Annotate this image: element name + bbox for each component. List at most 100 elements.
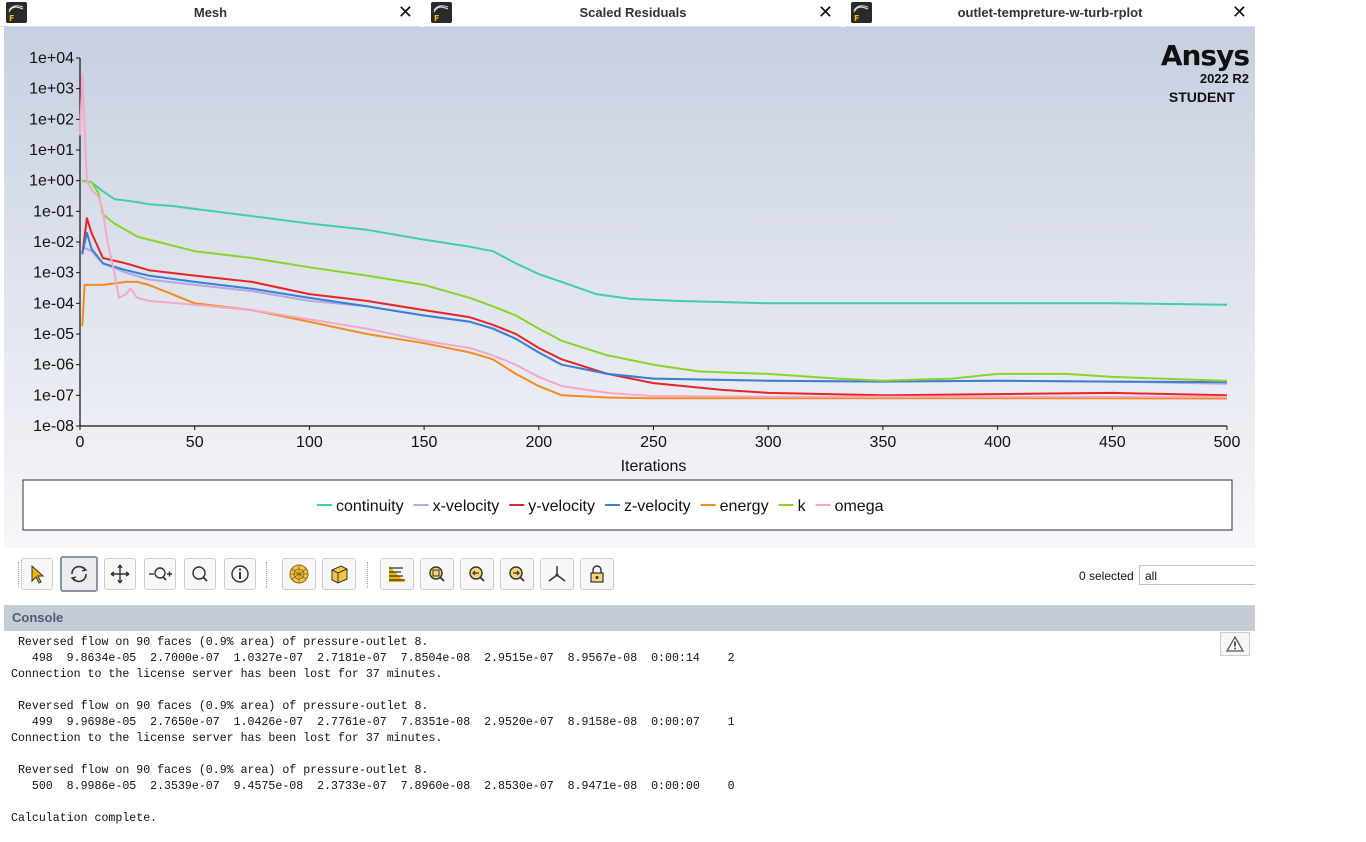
warning-button[interactable] <box>1220 632 1250 656</box>
y-tick-label: 1e-04 <box>33 295 74 312</box>
toolbar-separator <box>266 562 270 588</box>
y-tick-label: 1e-02 <box>33 234 74 251</box>
stripes-button[interactable] <box>380 558 414 590</box>
legend-box <box>22 479 1233 531</box>
y-tick-label: 1e+00 <box>29 173 74 190</box>
legend-label-x-velocity: x-velocity <box>433 498 500 515</box>
y-tick-label: 1e-05 <box>33 326 74 343</box>
console-output[interactable]: Reversed flow on 90 faces (0.9% area) of… <box>4 631 1255 842</box>
x-axis-label: Iterations <box>621 458 687 475</box>
console-title: Console <box>12 610 64 625</box>
tab-label: Mesh <box>193 5 228 20</box>
ansys-logo: Ansys 2022 R2 STUDENT <box>1160 39 1250 108</box>
toolbar-separator <box>18 562 22 588</box>
rotate-icon <box>70 565 88 583</box>
fluent-app-icon <box>851 2 872 23</box>
residuals-plot-area[interactable]: 1e+04 1e+03 1e+02 1e+01 1e+00 1e-01 1e-02 1e-03… <box>4 27 1255 548</box>
x-tick-label: 450 <box>1099 434 1126 451</box>
pan-button[interactable] <box>104 558 136 590</box>
series-line-omega <box>79 73 1228 398</box>
x-tick-label: 500 <box>1214 434 1241 451</box>
x-tick-label: 150 <box>411 434 438 451</box>
tab-scaled-residuals[interactable]: Scaled Residuals ✕ <box>425 0 841 27</box>
tab-bar: Mesh ✕ Scaled Residuals ✕ outlet-tempret… <box>0 0 1255 27</box>
x-tick-label: 0 <box>76 434 85 451</box>
lock-view-icon <box>590 565 604 583</box>
graphics-toolbar: 0 selected all <box>0 552 1255 598</box>
zoom-box-button[interactable] <box>144 558 176 590</box>
info-icon <box>231 565 249 583</box>
display-box-button[interactable] <box>322 558 356 590</box>
legend-label-continuity: continuity <box>336 498 404 515</box>
x-tick-label: 50 <box>186 434 204 451</box>
series-line-k <box>82 179 1228 382</box>
series-line-y-velocity <box>81 217 1228 397</box>
console-line: Reversed flow on 90 faces (0.9% area) of… <box>11 700 429 713</box>
x-tick-label: 350 <box>870 434 897 451</box>
x-tick-label: 400 <box>984 434 1011 451</box>
selected-count: 0 selected <box>1079 569 1134 583</box>
stripes-icon <box>389 566 405 582</box>
y-tick-label: 1e-07 <box>33 387 74 404</box>
brand-edition: STUDENT <box>1168 89 1235 105</box>
pointer-button[interactable] <box>21 558 53 590</box>
console-line: Reversed flow on 90 faces (0.9% area) of… <box>11 636 429 649</box>
legend-label-energy: energy <box>720 498 769 515</box>
y-tick-label: 1e-03 <box>33 265 74 282</box>
y-tick-label: 1e+02 <box>29 111 74 128</box>
y-tick-label: 1e-08 <box>33 418 74 435</box>
info-button[interactable] <box>224 558 256 590</box>
close-icon[interactable]: ✕ <box>1231 2 1247 23</box>
lock-view-button[interactable] <box>580 558 614 590</box>
console-line: Connection to the license server has bee… <box>11 668 443 681</box>
fluent-app-icon <box>431 2 452 23</box>
y-tick-label: 1e+01 <box>29 142 74 159</box>
y-tick-label: 1e-01 <box>33 203 74 220</box>
selection-filter-input[interactable]: all <box>1139 565 1255 585</box>
x-tick-label: 100 <box>296 434 323 451</box>
console-line: 500 8.9986e-05 2.3539e-07 9.4575e-08 2.3… <box>11 780 735 793</box>
console-line: 499 9.9698e-05 2.7650e-07 1.0426e-07 2.7… <box>11 716 735 729</box>
zoom-previous-button[interactable] <box>460 558 494 590</box>
brand-version: 2022 R2 <box>1199 71 1249 86</box>
legend-label-z-velocity: z-velocity <box>624 498 691 515</box>
pointer-icon <box>31 564 45 584</box>
console-line: Calculation complete. <box>11 812 158 825</box>
series-line-energy <box>81 280 1228 400</box>
close-icon[interactable]: ✕ <box>397 2 413 23</box>
axes-icon <box>548 566 566 582</box>
series-line-x-velocity <box>81 245 1228 385</box>
zoom-button[interactable] <box>184 558 216 590</box>
legend-label-y-velocity: y-velocity <box>528 498 595 515</box>
zoom-next-button[interactable] <box>500 558 534 590</box>
x-tick-label: 250 <box>640 434 667 451</box>
close-icon[interactable]: ✕ <box>817 2 833 23</box>
axes-button[interactable] <box>540 558 574 590</box>
mesh-display-button[interactable] <box>282 558 316 590</box>
zoom-box-icon <box>149 567 172 581</box>
y-tick-label: 1e+04 <box>29 50 74 67</box>
fit-zoom-button[interactable] <box>420 558 454 590</box>
console-header: Console <box>4 605 1255 631</box>
y-tick-label: 1e-06 <box>33 357 74 374</box>
pan-icon <box>110 564 130 584</box>
rotate-button[interactable] <box>60 556 98 592</box>
residuals-chart[interactable]: 1e+04 1e+03 1e+02 1e+01 1e+00 1e-01 1e-02 1e-03… <box>4 27 1255 548</box>
zoom-previous-icon <box>469 566 485 582</box>
brand-name: Ansys <box>1160 39 1250 72</box>
series-line-z-velocity <box>81 231 1228 384</box>
fluent-app-icon <box>6 2 27 23</box>
y-tick-label: 1e+03 <box>29 81 74 98</box>
tab-label: outlet-tempreture-w-turb-rplot <box>957 5 1143 20</box>
tab-mesh[interactable]: Mesh ✕ <box>0 0 421 27</box>
console-line: Connection to the license server has bee… <box>11 732 443 745</box>
series-line-continuity <box>82 179 1228 306</box>
zoom-next-icon <box>509 566 525 582</box>
x-tick-label: 200 <box>525 434 552 451</box>
toolbar-separator <box>367 562 371 588</box>
warning-icon <box>1225 635 1245 652</box>
fit-zoom-icon <box>429 566 445 582</box>
legend-label-k: k <box>798 498 807 515</box>
mesh-sphere-icon <box>289 564 309 584</box>
tab-outlet-temperature-plot[interactable]: outlet-tempreture-w-turb-rplot ✕ <box>845 0 1255 27</box>
